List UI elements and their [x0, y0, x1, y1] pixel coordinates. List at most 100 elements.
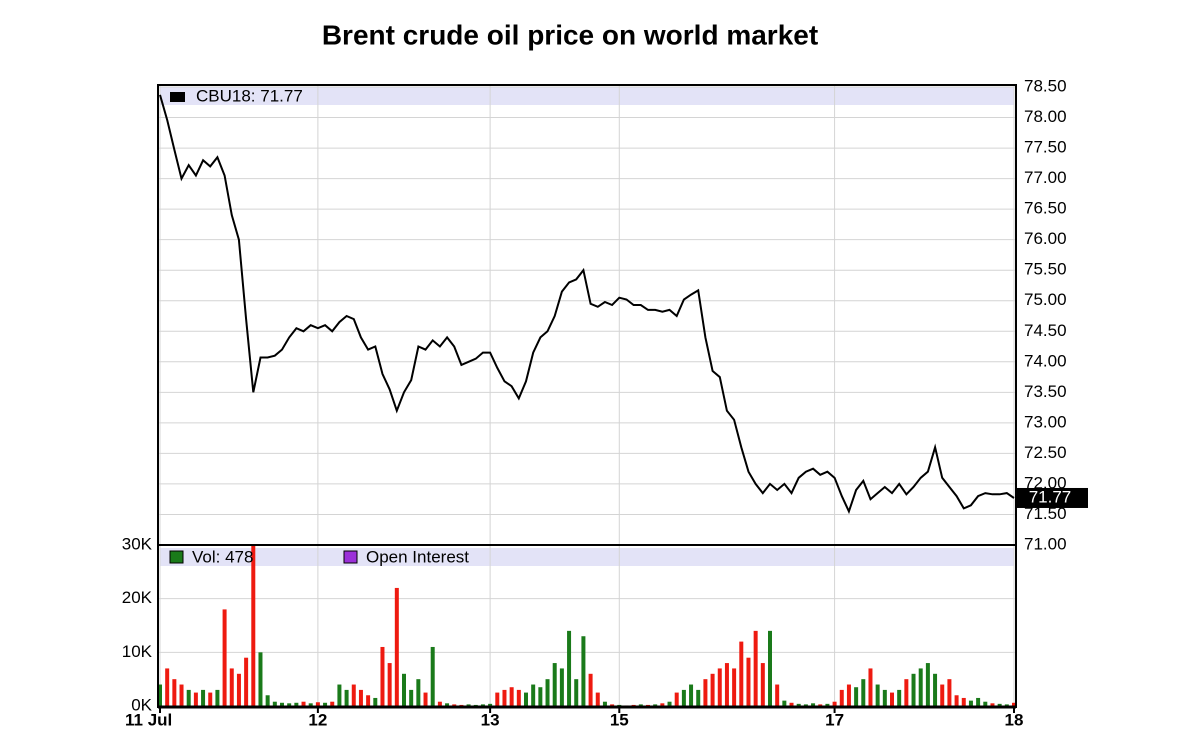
x-tick-label: 15 [610, 710, 629, 729]
volume-bar [775, 684, 780, 706]
volume-bar [538, 687, 543, 706]
volume-bar [387, 663, 392, 706]
price-line [159, 94, 1015, 515]
volume-bar [868, 668, 873, 706]
volume-bar [832, 701, 837, 706]
volume-bar [724, 663, 729, 706]
y-tick-label: 77.00 [1024, 168, 1067, 187]
y-tick-label: 0K [131, 695, 152, 714]
volume-bar [330, 701, 335, 706]
volume-bar [811, 703, 816, 706]
volume-bar [660, 703, 665, 706]
y-tick-label: 77.50 [1024, 138, 1067, 157]
volume-bar [344, 689, 349, 706]
volume-bar [839, 689, 844, 706]
volume-bar [559, 668, 564, 706]
volume-bar [689, 684, 694, 706]
volume-bar [323, 702, 328, 706]
volume-bar [602, 701, 607, 706]
volume-bar [373, 697, 378, 706]
y-tick-label: 10K [122, 642, 153, 661]
volume-bar [746, 657, 751, 706]
volume-bar [423, 692, 428, 706]
volume-bar [753, 630, 758, 706]
volume-bar [653, 704, 658, 706]
x-tick-label: 11 Jul [125, 710, 172, 729]
y-tick-label: 71.50 [1024, 504, 1067, 523]
volume-bar [818, 704, 823, 706]
volume-bar [638, 704, 643, 706]
volume-bar [846, 684, 851, 706]
legend-label: Open Interest [366, 547, 469, 566]
legend-band [160, 87, 1014, 105]
volume-bar [588, 673, 593, 706]
volume-bar [890, 692, 894, 706]
volume-bar [739, 641, 744, 706]
y-tick-label: 75.00 [1024, 290, 1067, 309]
y-tick-label: 78.50 [1024, 76, 1067, 95]
volume-bar [681, 689, 686, 706]
volume-bar [294, 702, 299, 706]
volume-bar [854, 687, 859, 706]
volume-bar [703, 679, 708, 706]
volume-bar [236, 673, 241, 706]
volume-bar [531, 684, 536, 706]
legend-label: CBU18: 71.77 [196, 86, 303, 105]
volume-bar [1004, 704, 1009, 706]
volume-bar [631, 704, 636, 706]
y-tick-label: 75.50 [1024, 260, 1067, 279]
legend-band [160, 548, 1014, 566]
volume-bar [172, 679, 177, 706]
volume-bar [782, 700, 787, 706]
y-tick-label: 71.00 [1024, 534, 1067, 553]
volume-bar [516, 689, 521, 706]
volume-bar [595, 692, 600, 706]
y-tick-label: 73.00 [1024, 412, 1067, 431]
last-value-label: 71.77 [1029, 487, 1072, 506]
legend-swatch [343, 550, 358, 564]
volume-bar [947, 679, 952, 706]
volume-bar [416, 679, 421, 706]
panel-frame [157, 544, 1017, 708]
volume-bar [473, 704, 478, 706]
volume-bar [366, 695, 371, 706]
x-tick-label: 12 [308, 710, 327, 729]
volume-bar [674, 692, 679, 706]
volume-bar [222, 609, 227, 706]
volume-bar [617, 704, 622, 706]
volume-bar [480, 704, 485, 706]
volume-bar [179, 684, 184, 706]
volume-bar [911, 673, 916, 706]
volume-bar [968, 700, 973, 706]
volume-bar [394, 587, 399, 706]
volume-bar [280, 702, 284, 706]
x-tick-label: 13 [481, 710, 500, 729]
volume-bar [301, 701, 306, 706]
volume-bar [409, 689, 414, 706]
volume-bar [875, 684, 880, 706]
volume-bar [574, 679, 579, 706]
legend-swatch [169, 550, 184, 564]
volume-bar [789, 702, 794, 706]
volume-bar [244, 657, 249, 706]
volume-bar [445, 703, 450, 706]
volume-bar [710, 673, 715, 706]
chart-title: Brent crude oil price on world market [322, 19, 818, 50]
volume-bar [667, 701, 672, 706]
volume-bar [918, 668, 923, 706]
volume-bar [459, 704, 464, 706]
volume-bar [983, 701, 988, 706]
volume-bar [452, 704, 457, 706]
y-tick-label: 72.00 [1024, 473, 1067, 492]
y-tick-label: 78.00 [1024, 107, 1067, 126]
volume-bar [646, 704, 650, 706]
volume-bar [897, 689, 902, 706]
volume-bar [567, 630, 572, 706]
volume-bar [796, 703, 801, 706]
volume-bar [732, 668, 737, 706]
y-tick-label: 30K [122, 534, 153, 553]
volume-bar [768, 630, 772, 706]
volume-bar [258, 652, 263, 706]
